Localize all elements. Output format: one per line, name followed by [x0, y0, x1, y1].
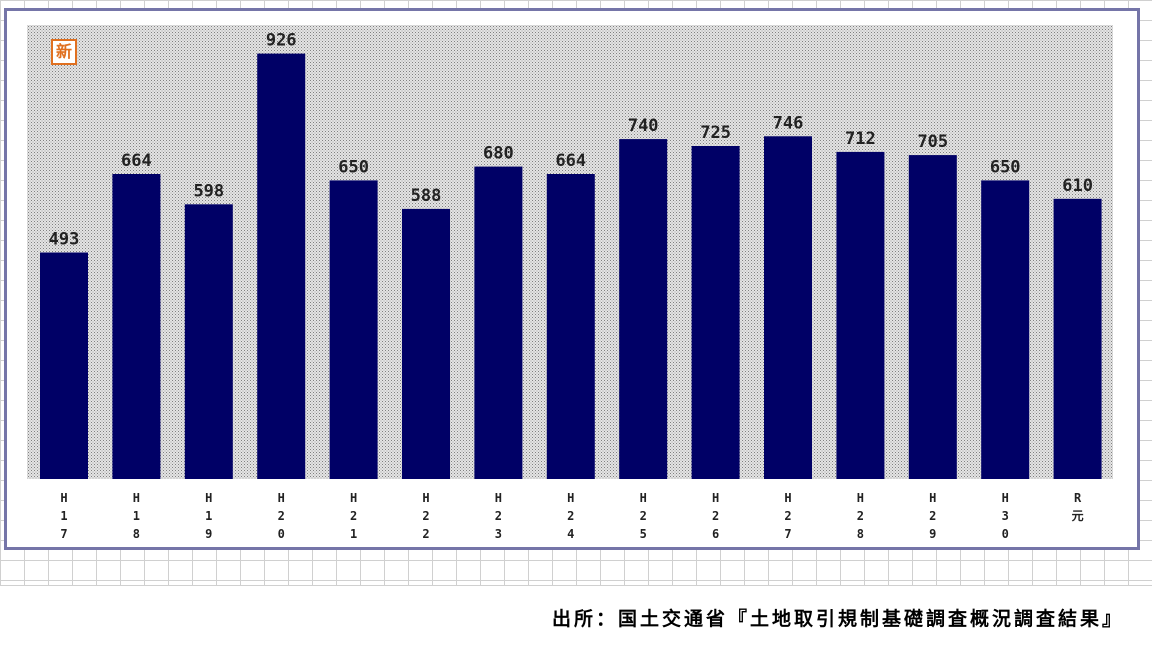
- value-label-H28: 712: [845, 129, 876, 149]
- bar-H21: [329, 180, 378, 479]
- x-tick-label-H24-2: 4: [567, 527, 574, 541]
- value-label-H18: 664: [121, 151, 152, 171]
- source-note: 出所：国土交通省『土地取引規制基礎調査概況調査結果』: [551, 608, 1124, 630]
- x-tick-label-H18-1: 1: [133, 509, 140, 523]
- bar-H18: [112, 174, 161, 479]
- bar-H22: [402, 208, 450, 479]
- bar-H29: [908, 155, 957, 479]
- x-tick-label-H26-0: H: [712, 491, 719, 505]
- value-label-H23: 680: [483, 144, 514, 164]
- value-label-H19: 598: [193, 181, 224, 201]
- x-tick-label-H26-1: 2: [712, 509, 719, 523]
- x-tick-label-H24-0: H: [567, 491, 574, 505]
- bar-H28: [836, 151, 885, 479]
- x-tick-label-H19-2: 9: [205, 527, 212, 541]
- chart-frame: 493 664 598 926 650 588 680 664 740 725 746 712 705 6…: [4, 8, 1140, 550]
- bar-H26: [691, 146, 740, 479]
- x-tick-label-H22-1: 2: [422, 509, 429, 523]
- bar-H30: [981, 180, 1030, 479]
- x-tick-label-H25-1: 2: [640, 509, 647, 523]
- value-label-H20: 926: [266, 31, 297, 51]
- value-label-H27: 746: [773, 113, 804, 133]
- x-tick-label-H18-2: 8: [133, 527, 140, 541]
- x-tick-label-H17-0: H: [60, 491, 67, 505]
- x-tick-label-R元-0: R: [1074, 491, 1082, 505]
- footer: 出所：国土交通省『土地取引規制基礎調査概況調査結果』: [0, 585, 1152, 649]
- bar-H23: [474, 166, 523, 479]
- bar-H20: [257, 53, 306, 479]
- value-label-H25: 740: [628, 116, 659, 136]
- x-tick-label-H20-1: 2: [278, 509, 285, 523]
- x-tick-label-H21-0: H: [350, 491, 357, 505]
- value-label-H24: 664: [555, 151, 586, 171]
- x-tick-label-H28-2: 8: [857, 527, 864, 541]
- bar-H24: [546, 174, 595, 479]
- x-tick-label-H20-0: H: [278, 491, 285, 505]
- x-tick-label-H30-0: H: [1002, 491, 1009, 505]
- x-tick-label-H17-1: 1: [60, 509, 67, 523]
- value-label-H26: 725: [700, 123, 731, 143]
- x-tick-label-H27-2: 7: [784, 527, 791, 541]
- bar-H25: [619, 139, 668, 479]
- x-tick-label-H25-0: H: [640, 491, 647, 505]
- x-tick-label-H22-0: H: [422, 491, 429, 505]
- x-tick-label-H28-1: 2: [857, 509, 864, 523]
- x-tick-label-H26-2: 6: [712, 527, 719, 541]
- x-tick-label-H29-1: 2: [929, 509, 936, 523]
- value-label-H22: 588: [411, 186, 442, 206]
- value-label-R元: 610: [1062, 176, 1093, 196]
- x-tick-label-H21-1: 2: [350, 509, 357, 523]
- x-tick-label-R元-1: 元: [1072, 509, 1084, 523]
- new-badge: 新: [51, 39, 77, 65]
- x-tick-label-H30-1: 3: [1002, 509, 1009, 523]
- x-tick-label-H19-1: 1: [205, 509, 212, 523]
- x-tick-label-H25-2: 5: [640, 527, 647, 541]
- bars-group: [40, 53, 1102, 480]
- x-tick-label-H17-2: 7: [60, 527, 67, 541]
- x-tick-label-H29-2: 9: [929, 527, 936, 541]
- x-tick-label-H30-2: 0: [1002, 527, 1009, 541]
- x-tick-label-H27-0: H: [784, 491, 791, 505]
- x-tick-label-H20-2: 0: [278, 527, 285, 541]
- x-tick-label-H29-0: H: [929, 491, 936, 505]
- x-tick-label-H23-1: 2: [495, 509, 502, 523]
- value-labels-group: 493 664 598 926 650 588 680 664 740 725 746 712 705 6…: [49, 31, 1093, 250]
- x-tick-label-H24-1: 2: [567, 509, 574, 523]
- x-tick-labels-group: H 1 7 H 1 8 H 1 9 H 2 0 H 2 1 H 2 2 H 2 3 H 2 4 H 2 5 H 2 6 H 2 7 H 2 8 H 2 9 H…: [60, 491, 1083, 541]
- bar-H17: [40, 252, 88, 479]
- x-tick-label-H21-2: 1: [350, 527, 357, 541]
- x-tick-label-H19-0: H: [205, 491, 212, 505]
- value-label-H29: 705: [917, 132, 948, 152]
- bar-H19: [184, 204, 233, 480]
- value-label-H21: 650: [338, 157, 369, 177]
- bar-R元: [1053, 198, 1102, 480]
- x-tick-label-H22-2: 2: [422, 527, 429, 541]
- x-tick-label-H28-0: H: [857, 491, 864, 505]
- x-tick-label-H18-0: H: [133, 491, 140, 505]
- x-tick-label-H23-0: H: [495, 491, 502, 505]
- value-label-H30: 650: [990, 157, 1021, 177]
- bar-H27: [764, 136, 812, 480]
- x-tick-label-H23-2: 3: [495, 527, 502, 541]
- value-label-H17: 493: [49, 230, 80, 250]
- x-tick-label-H27-1: 2: [784, 509, 791, 523]
